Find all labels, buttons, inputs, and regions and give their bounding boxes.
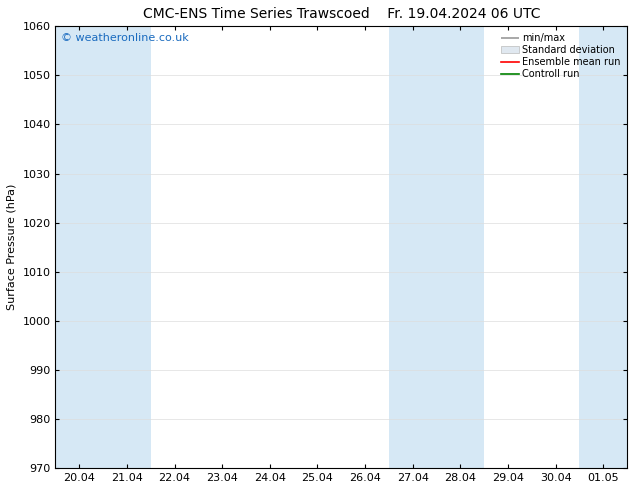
Legend: min/max, Standard deviation, Ensemble mean run, Controll run: min/max, Standard deviation, Ensemble me… bbox=[500, 31, 622, 81]
Bar bbox=[579, 26, 627, 468]
Bar bbox=[103, 26, 151, 468]
Bar bbox=[389, 26, 437, 468]
Text: © weatheronline.co.uk: © weatheronline.co.uk bbox=[61, 33, 189, 43]
Bar bbox=[56, 26, 103, 468]
Title: CMC-ENS Time Series Trawscoed    Fr. 19.04.2024 06 UTC: CMC-ENS Time Series Trawscoed Fr. 19.04.… bbox=[143, 7, 540, 21]
Bar bbox=[437, 26, 484, 468]
Y-axis label: Surface Pressure (hPa): Surface Pressure (hPa) bbox=[7, 184, 17, 311]
